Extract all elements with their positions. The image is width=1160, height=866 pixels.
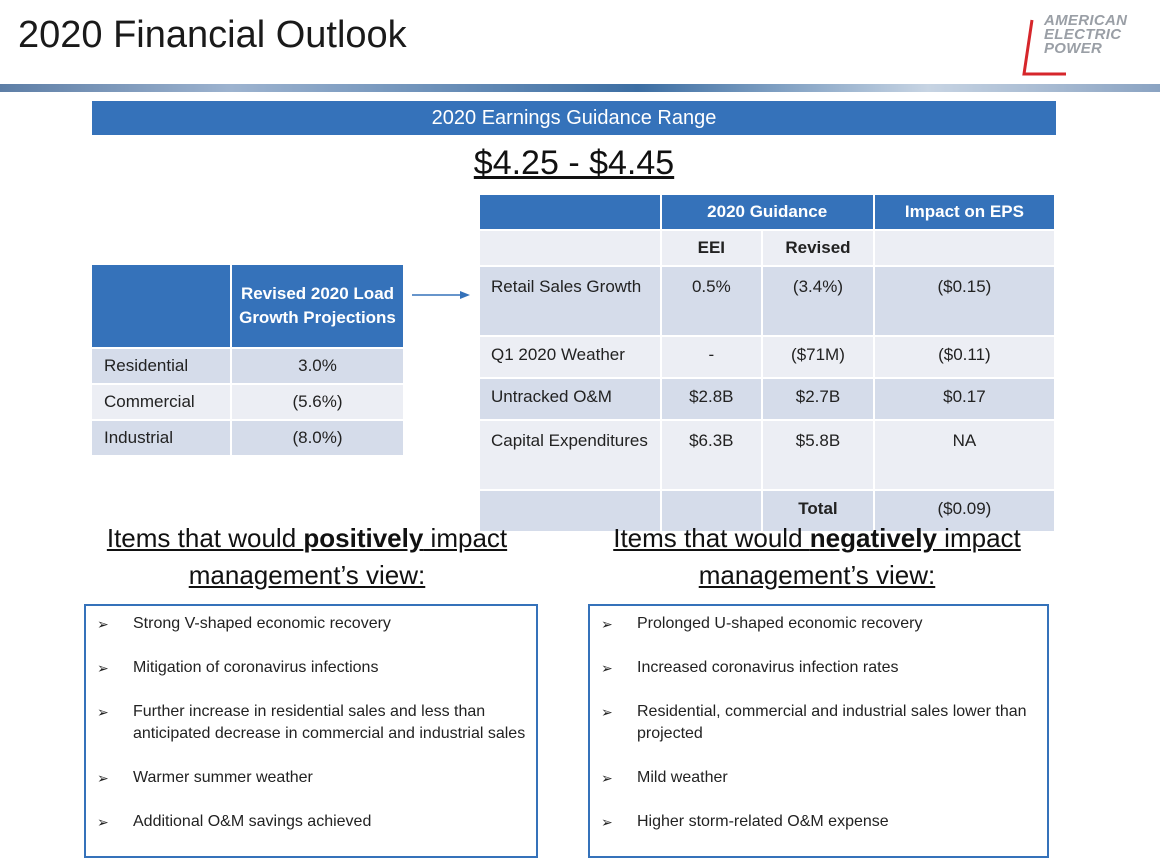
list-item-text: Residential, commercial and industrial s…	[637, 703, 1027, 742]
arrow-bullet-icon: ➢	[601, 660, 613, 676]
logo-line-3: POWER	[1044, 40, 1103, 57]
arrow-bullet-icon: ➢	[601, 770, 613, 786]
table-row: Untracked O&M $2.8B $2.7B $0.17	[480, 379, 1056, 421]
row-impact: NA	[874, 421, 1056, 491]
list-item-text: Prolonged U-shaped economic recovery	[637, 615, 923, 632]
arrow-bullet-icon: ➢	[97, 814, 109, 830]
table-row: Commercial (5.6%)	[92, 385, 405, 421]
positive-heading-pre: Items that would	[106, 523, 304, 553]
guidance-range: $4.25 - $4.45	[473, 144, 675, 182]
list-item-text: Higher storm-related O&M expense	[637, 813, 889, 830]
arrow-bullet-icon: ➢	[97, 616, 109, 632]
row-label: Retail Sales Growth	[480, 267, 662, 337]
total-value: ($0.09)	[874, 491, 1056, 533]
table-row: Capital Expenditures $6.3B $5.8B NA	[480, 421, 1056, 491]
load-table-header: Revised 2020 Load Growth Projections	[232, 265, 405, 349]
total-blank	[661, 491, 764, 533]
subheader-revised: Revised	[763, 231, 875, 267]
arrow-bullet-icon: ➢	[601, 704, 613, 720]
list-item: ➢ Increased coronavirus infection rates	[590, 657, 1047, 679]
page-title: 2020 Financial Outlook	[18, 14, 407, 56]
positive-heading: Items that would positively impact manag…	[62, 520, 552, 594]
load-growth-table: Revised 2020 Load Growth Projections Res…	[92, 265, 405, 457]
logo-line-1: AMERICAN	[1044, 12, 1128, 29]
list-item: ➢ Residential, commercial and industrial …	[590, 701, 1047, 745]
list-item: ➢ Higher storm-related O&M expense	[590, 811, 1047, 833]
header-impact-eps: Impact on EPS	[874, 195, 1056, 231]
row-revised: ($71M)	[763, 337, 875, 379]
list-item: ➢ Warmer summer weather	[86, 767, 536, 789]
row-eei: -	[661, 337, 764, 379]
list-item-text: Further increase in residential sales an…	[133, 703, 526, 742]
total-blank	[480, 491, 662, 533]
header-divider	[0, 84, 1160, 92]
table-row: Q1 2020 Weather - ($71M) ($0.11)	[480, 337, 1056, 379]
positive-heading-bold: positively	[303, 523, 424, 553]
list-item-text: Mild weather	[637, 769, 728, 786]
negative-heading-bold: negatively	[809, 523, 937, 553]
guidance-table: 2020 Guidance Impact on EPS EEI Revised …	[480, 195, 1056, 533]
row-label: Industrial	[92, 421, 232, 457]
negative-heading-post: impact	[936, 523, 1021, 553]
negative-items-box: ➢ Prolonged U-shaped economic recovery ➢ I…	[588, 604, 1049, 858]
row-impact: ($0.11)	[874, 337, 1056, 379]
negative-heading-line2: management’s view:	[698, 560, 936, 590]
load-table-corner	[92, 265, 232, 349]
positive-heading-post: impact	[423, 523, 508, 553]
row-eei: $6.3B	[661, 421, 764, 491]
row-impact: ($0.15)	[874, 267, 1056, 337]
arrow-right-icon	[412, 291, 470, 299]
arrow-bullet-icon: ➢	[97, 770, 109, 786]
row-eei: 0.5%	[661, 267, 764, 337]
row-label: Q1 2020 Weather	[480, 337, 662, 379]
positive-items-box: ➢ Strong V-shaped economic recovery ➢ Miti…	[84, 604, 538, 858]
table-row: Residential 3.0%	[92, 349, 405, 385]
company-logo: AMERICAN ELECTRIC POWER	[1022, 12, 1150, 76]
list-item-text: Additional O&M savings achieved	[133, 813, 372, 830]
list-item-text: Increased coronavirus infection rates	[637, 659, 899, 676]
logo-line-2: ELECTRIC	[1044, 26, 1122, 43]
subheader-blank	[480, 231, 662, 267]
table-row: Industrial (8.0%)	[92, 421, 405, 457]
header-2020-guidance: 2020 Guidance	[661, 195, 875, 231]
row-label: Capital Expenditures	[480, 421, 662, 491]
total-row: Total ($0.09)	[480, 491, 1056, 533]
arrow-bullet-icon: ➢	[601, 814, 613, 830]
row-value: 3.0%	[232, 349, 405, 385]
arrow-bullet-icon: ➢	[97, 704, 109, 720]
positive-heading-line2: management’s view:	[188, 560, 426, 590]
row-eei: $2.8B	[661, 379, 764, 421]
row-label: Commercial	[92, 385, 232, 421]
list-item-text: Mitigation of coronavirus infections	[133, 659, 379, 676]
row-revised: $2.7B	[763, 379, 875, 421]
row-revised: (3.4%)	[763, 267, 875, 337]
total-label: Total	[763, 491, 875, 533]
negative-heading-pre: Items that would	[613, 523, 810, 553]
list-item: ➢ Mitigation of coronavirus infections	[86, 657, 536, 679]
negative-heading: Items that would negatively impact manag…	[572, 520, 1062, 594]
guidance-table-corner	[480, 195, 662, 231]
row-impact: $0.17	[874, 379, 1056, 421]
list-item: ➢ Strong V-shaped economic recovery	[86, 613, 536, 635]
list-item: ➢ Prolonged U-shaped economic recovery	[590, 613, 1047, 635]
list-item: ➢ Further increase in residential sales a…	[86, 701, 536, 745]
table-row: Retail Sales Growth 0.5% (3.4%) ($0.15)	[480, 267, 1056, 337]
row-value: (5.6%)	[232, 385, 405, 421]
guidance-banner: 2020 Earnings Guidance Range	[92, 101, 1056, 135]
arrow-bullet-icon: ➢	[601, 616, 613, 632]
row-value: (8.0%)	[232, 421, 405, 457]
list-item-text: Strong V-shaped economic recovery	[133, 615, 391, 632]
subheader-eei: EEI	[661, 231, 764, 267]
row-label: Untracked O&M	[480, 379, 662, 421]
list-item: ➢ Additional O&M savings achieved	[86, 811, 536, 833]
list-item-text: Warmer summer weather	[133, 769, 313, 786]
subheader-blank	[874, 231, 1056, 267]
list-item: ➢ Mild weather	[590, 767, 1047, 789]
arrow-bullet-icon: ➢	[97, 660, 109, 676]
row-label: Residential	[92, 349, 232, 385]
row-revised: $5.8B	[763, 421, 875, 491]
subheader-row: EEI Revised	[480, 231, 1056, 267]
